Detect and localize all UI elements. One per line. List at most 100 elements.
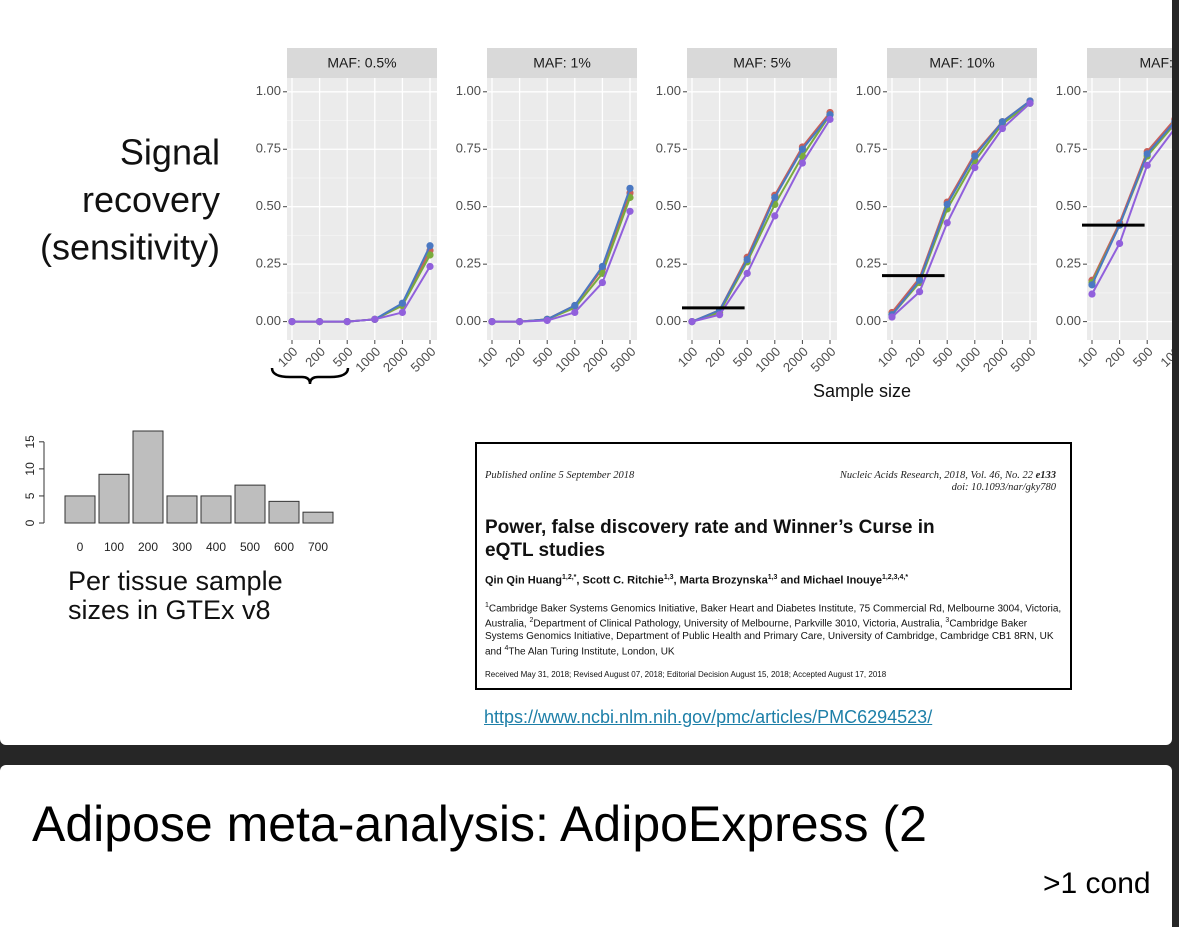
paper-link[interactable]: https://www.ncbi.nlm.nih.gov/pmc/article… (484, 707, 933, 727)
affiliation-text: Cambridge Baker Systems Genomics Initiat… (485, 618, 1057, 657)
x-tick-label: 100 (104, 540, 124, 554)
y-tick-label: 0.75 (256, 141, 281, 156)
x-tick-label: 1000 (752, 344, 783, 375)
point (1088, 281, 1096, 289)
x-tick-label: 200 (302, 344, 328, 370)
bar (302, 511, 334, 524)
x-tick-label: 500 (240, 540, 260, 554)
x-tick-label: 0 (77, 540, 84, 554)
author-name: , Scott C. Ritchie (576, 574, 664, 587)
y-tick-label: 0.75 (856, 141, 881, 156)
x-tick-label: 700 (308, 540, 328, 554)
y-axis-title: recovery (82, 179, 220, 220)
point (371, 315, 379, 323)
x-tick-label: 2000 (580, 344, 611, 375)
y-tick-label: 0 (23, 519, 37, 526)
point (1143, 161, 1151, 169)
authors: Qin Qin Huang1,2,*, Scott C. Ritchie1,3,… (485, 574, 908, 587)
y-tick-label: 0.50 (656, 198, 681, 213)
caption-line: Per tissue sample (68, 566, 283, 596)
y-tick-label: 0.50 (456, 198, 481, 213)
strip (287, 48, 437, 78)
panel-background (487, 78, 637, 340)
journal: Nucleic Acids Research, 2018, Vol. 46, N… (839, 470, 1033, 481)
author-name: , Marta Brozynska (673, 574, 768, 587)
paper-title: Power, false discovery rate and Winner’s… (485, 516, 935, 562)
affiliation-number: 1 (485, 602, 489, 609)
strip-title: MAF: 0.5% (327, 55, 396, 71)
point (288, 318, 296, 326)
x-tick-label: 200 (502, 344, 528, 370)
point (398, 308, 406, 317)
y-tick-label: 0.00 (1056, 313, 1081, 328)
x-tick-label: 1000 (552, 344, 583, 375)
x-tick-label: 100 (275, 344, 301, 370)
point (598, 262, 607, 271)
x-tick-label: 1000 (952, 344, 983, 375)
point (916, 276, 924, 284)
x-tick-label: 100 (675, 344, 701, 370)
x-tick-label: 2000 (380, 344, 411, 375)
point (826, 115, 834, 123)
affiliation-text: Cambridge Baker Systems Genomics Initiat… (485, 603, 1064, 630)
series-line (1091, 130, 1172, 295)
strip-title: MAF: 1% (533, 55, 591, 71)
page-number: e133 (1035, 470, 1056, 481)
point (998, 124, 1007, 133)
slide: Adipose meta-analysis: AdipoExpress (2 >… (0, 765, 1172, 927)
x-tick-label: 100 (1157, 344, 1172, 370)
series-line (492, 210, 631, 323)
point (626, 184, 634, 192)
x-tick-label: 100 (1075, 344, 1101, 370)
point (426, 242, 434, 250)
point (771, 212, 779, 220)
point (771, 193, 779, 202)
y-tick-label: 0.25 (456, 256, 481, 271)
point (688, 318, 696, 326)
panel-background (687, 78, 837, 340)
x-tick-label: 300 (172, 540, 192, 554)
brace (270, 367, 350, 385)
y-tick-label: 1.00 (856, 83, 881, 98)
slide-subtitle: >1 cond (1043, 867, 1151, 900)
paper-card: Published online 5 September 2018 Nuclei… (475, 442, 1072, 690)
series-line (891, 100, 1031, 316)
y-tick-label: 0.75 (456, 141, 481, 156)
y-tick-label: 0.50 (856, 198, 881, 213)
y-tick-label: 0.75 (1056, 141, 1081, 156)
affiliation-number: 4 (504, 644, 509, 652)
title-line: Power, false discovery rate and Winner’s… (485, 517, 935, 538)
x-tick-label: 600 (274, 540, 294, 554)
point (743, 269, 751, 277)
author-affiliation: 1,2,* (562, 574, 577, 581)
point (743, 255, 751, 264)
affiliation-number: 3 (945, 617, 950, 625)
point (971, 152, 979, 160)
author-affiliation: 1,3 (663, 574, 674, 581)
point (888, 313, 896, 321)
y-axis-title: (sensitivity) (40, 227, 220, 268)
x-tick-label: 5000 (807, 344, 838, 375)
bar (98, 473, 130, 524)
strip (887, 48, 1037, 78)
series-line (891, 102, 1031, 318)
author-affiliation: 1,2,3,4,* (881, 574, 909, 581)
caption-line: sizes in GTEx v8 (68, 595, 271, 625)
point (316, 318, 324, 326)
bar (132, 430, 164, 524)
affiliation-number: 2 (529, 617, 534, 625)
series-line (1091, 123, 1172, 286)
y-tick-label: 0.25 (256, 256, 281, 271)
y-tick-label: 0.00 (256, 313, 281, 328)
strip (687, 48, 837, 78)
y-tick-label: 0.25 (656, 256, 681, 271)
affiliations: 1Cambridge Baker Systems Genomics Initia… (485, 600, 1065, 658)
x-tick-label: 200 (1102, 344, 1128, 370)
series-line (891, 102, 1031, 316)
y-tick-label: 1.00 (1056, 83, 1081, 98)
point (1171, 119, 1172, 124)
y-axis-title: Signal (120, 132, 220, 173)
x-tick-label: 500 (530, 344, 556, 370)
y-tick-label: 1.00 (656, 83, 681, 98)
